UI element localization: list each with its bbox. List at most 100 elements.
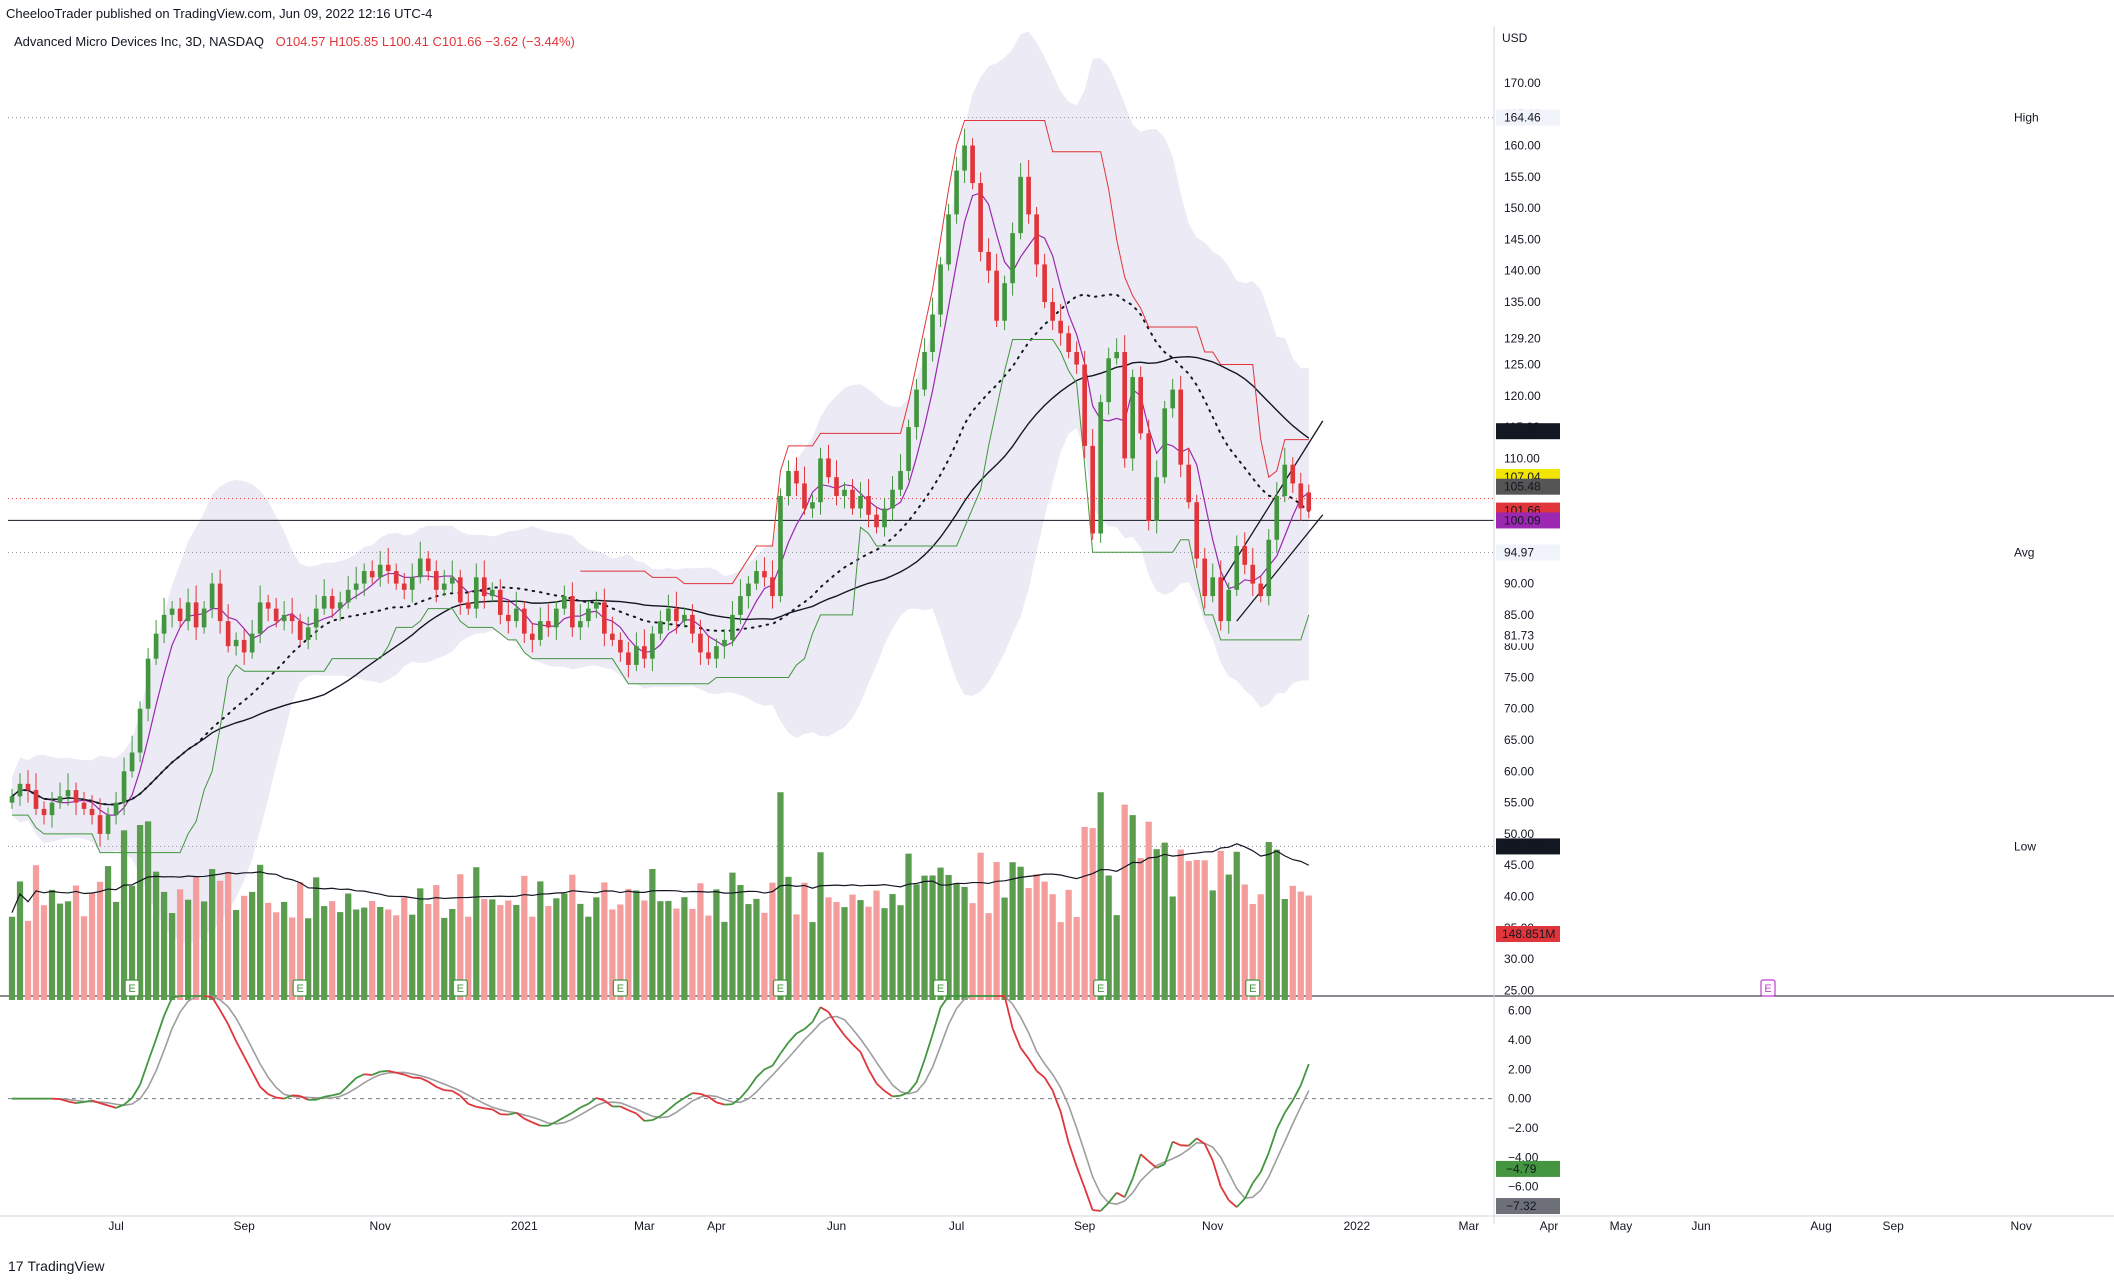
oscillator-line-segment xyxy=(603,1099,613,1108)
oscillator-line-segment xyxy=(484,1107,493,1111)
volume-bar xyxy=(681,897,688,1000)
candle-body xyxy=(465,602,471,609)
volume-bar xyxy=(377,906,384,1000)
volume-bar xyxy=(1177,849,1184,1000)
candle-body xyxy=(1066,333,1071,353)
price-tick-label: 25.00 xyxy=(1504,983,1534,997)
volume-bar xyxy=(1049,894,1056,1000)
candle-body xyxy=(49,802,55,816)
oscillator-line-segment xyxy=(451,1090,461,1097)
candle-body xyxy=(1194,502,1200,559)
volume-bar xyxy=(1081,826,1088,1000)
time-tick-label: Nov xyxy=(1202,1219,1223,1233)
volume-bar xyxy=(425,904,432,1000)
volume-bar xyxy=(521,875,528,1000)
oscillator-line-segment xyxy=(396,1071,405,1076)
time-tick-label: Mar xyxy=(634,1219,655,1233)
volume-bar xyxy=(673,908,680,1000)
volume-bar xyxy=(1297,891,1304,1000)
oscillator-line-segment xyxy=(796,1028,805,1035)
candle-body xyxy=(978,183,983,252)
oscillator-line-segment xyxy=(531,1121,541,1127)
volume-bar xyxy=(249,891,256,1000)
ichimoku-cloud xyxy=(12,31,1309,946)
oscillator-line-segment xyxy=(75,1101,85,1105)
oscillator-line-segment xyxy=(1236,1198,1246,1208)
volume-bar xyxy=(561,893,568,1000)
candle-body xyxy=(81,802,87,809)
candle-body xyxy=(938,264,943,315)
time-tick-label: Sep xyxy=(1882,1219,1904,1233)
volume-bar xyxy=(801,882,808,1000)
volume-bar xyxy=(1041,881,1048,1000)
oscillator-line-segment xyxy=(555,1116,565,1123)
oscillator-line-segment xyxy=(1196,1137,1206,1145)
volume-bar xyxy=(857,900,864,1000)
candle-body xyxy=(666,608,671,622)
volume-bar xyxy=(641,900,648,1000)
oscillator-line-segment xyxy=(579,1103,589,1109)
candle-body xyxy=(521,608,527,634)
price-tick-label: 65.00 xyxy=(1504,733,1534,747)
volume-bar xyxy=(40,905,48,1000)
candle-body xyxy=(770,577,775,597)
earnings-marker-label: E xyxy=(128,983,135,995)
candle-body xyxy=(634,646,639,665)
candle-body xyxy=(89,808,95,816)
candle-body xyxy=(129,752,135,772)
candle-body xyxy=(1058,320,1063,334)
candle-body xyxy=(537,621,543,640)
volume-bar xyxy=(473,867,480,1000)
volume-bar xyxy=(112,901,120,1000)
oscillator-line-segment xyxy=(1036,1070,1046,1079)
volume-bar xyxy=(769,882,776,1000)
volume-bar xyxy=(481,898,488,1000)
volume-bar xyxy=(80,916,88,1000)
time-axis[interactable]: Jul Sep Nov 2021 Mar Apr Jun Jul Sep Nov 2022 Mar Ap… xyxy=(0,1215,2114,1233)
oscillator-line-segment xyxy=(123,1097,133,1106)
oscillator-tag-box xyxy=(1496,1160,1560,1177)
volume-bar xyxy=(144,821,152,1000)
oscillator-line-segment xyxy=(339,1085,349,1095)
oscillator-tick-label: −6.00 xyxy=(1508,1180,1539,1194)
volume-bar xyxy=(593,897,600,1000)
oscillator-line-segment xyxy=(83,1099,93,1103)
oscillator-line-segment xyxy=(747,1076,758,1090)
candle-body xyxy=(618,639,623,653)
tradingview-mark-icon: 17 xyxy=(8,1258,24,1274)
candle-body xyxy=(1266,539,1272,597)
volume-bar xyxy=(265,902,272,1000)
volume-bar xyxy=(457,874,464,1000)
sma-slow-line xyxy=(11,356,1310,806)
candle-body xyxy=(1306,492,1312,511)
volume-bar xyxy=(1257,894,1264,1000)
time-tick-label: 2021 xyxy=(511,1219,538,1233)
price-axis[interactable]: USD25.0030.0035.0040.0045.0050.0055.0060… xyxy=(1496,31,2039,1215)
volume-bar xyxy=(873,890,880,1000)
volume-bar xyxy=(961,886,968,1000)
tradingview-logo[interactable]: 17 TradingView xyxy=(8,1258,105,1274)
oscillator-line-segment xyxy=(892,1094,901,1098)
volume-bar xyxy=(168,913,176,1000)
oscillator-line-segment xyxy=(243,1056,253,1073)
oscillator-tick-label: 2.00 xyxy=(1508,1062,1532,1076)
oscillator-line-segment xyxy=(1083,1187,1094,1211)
oscillator-line-segment xyxy=(388,1070,397,1074)
oscillator-line-segment xyxy=(587,1097,597,1105)
price-tag-box xyxy=(1496,478,1560,495)
price-tick-label: 155.00 xyxy=(1504,170,1541,184)
oscillator-line-segment xyxy=(884,1090,894,1098)
candle-body xyxy=(682,614,687,622)
volume-bar xyxy=(713,889,720,1000)
candle-body xyxy=(1002,283,1007,321)
volume-bar xyxy=(385,909,392,1000)
candle-body xyxy=(922,352,927,390)
oscillator-line-segment xyxy=(1219,1185,1230,1201)
oscillator-tick-label: 0.00 xyxy=(1508,1092,1532,1106)
candle-body xyxy=(209,583,215,609)
candle-body xyxy=(297,621,303,640)
volume-bar xyxy=(409,914,416,1000)
volume-bar xyxy=(1265,842,1272,1000)
